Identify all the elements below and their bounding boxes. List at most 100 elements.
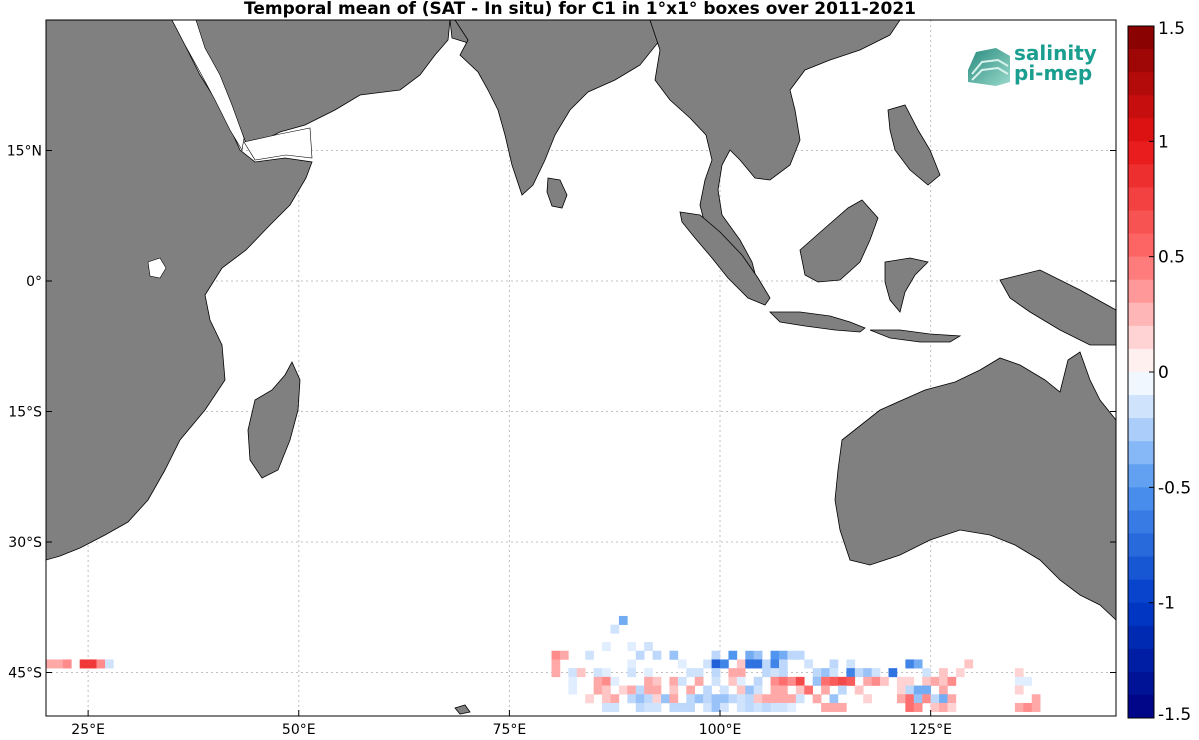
heatmap-cell bbox=[778, 702, 788, 712]
heatmap-cell bbox=[652, 685, 662, 695]
heatmap-cell bbox=[821, 668, 830, 678]
heatmap-cell bbox=[602, 694, 611, 704]
heatmap-cell bbox=[627, 642, 637, 652]
colorbar-segment bbox=[1128, 487, 1154, 511]
heatmap-cell bbox=[762, 659, 771, 669]
heatmap-cell bbox=[896, 685, 906, 695]
y-axis-ticks: 15°N 0° 15°S 30°S 45°S bbox=[7, 144, 1116, 682]
heatmap-cell bbox=[652, 702, 662, 712]
colorbar-tick-label: -1 bbox=[1158, 594, 1175, 614]
heatmap-cell bbox=[745, 685, 755, 695]
colorbar-segment bbox=[1128, 210, 1154, 235]
heatmap-cell bbox=[703, 685, 712, 695]
colorbar-segment bbox=[1128, 187, 1154, 212]
colorbar-tick-label: 0.5 bbox=[1158, 248, 1185, 268]
logo-text-line1: salinity bbox=[1014, 41, 1097, 65]
heatmap-cell bbox=[610, 702, 620, 712]
heatmap-cell bbox=[593, 685, 603, 695]
colorbar-segment bbox=[1128, 625, 1154, 650]
heatmap-cell bbox=[795, 650, 805, 660]
heatmap-cell bbox=[778, 685, 788, 695]
heatmap-cell bbox=[922, 685, 931, 695]
heatmap-cell bbox=[812, 676, 822, 686]
heatmap-cell bbox=[703, 694, 712, 704]
land-lesser-sunda bbox=[869, 329, 962, 343]
heatmap-cell bbox=[846, 668, 856, 678]
map-title: Temporal mean of (SAT - In situ) for C1 … bbox=[244, 0, 916, 19]
heatmap-cell bbox=[829, 702, 839, 712]
heatmap-cell bbox=[1014, 668, 1024, 678]
heatmap-cell bbox=[736, 676, 746, 686]
heatmap-cell bbox=[652, 676, 662, 686]
heatmap-cell bbox=[888, 668, 898, 678]
land-new-guinea bbox=[999, 269, 1116, 346]
heatmap-cell bbox=[1014, 702, 1024, 712]
heatmap-cell bbox=[711, 702, 721, 712]
heatmap-cell bbox=[812, 694, 822, 704]
heatmap-cell bbox=[736, 694, 746, 704]
heatmap-cell bbox=[720, 702, 729, 712]
heatmap-cell bbox=[661, 694, 670, 704]
heatmap-cell bbox=[871, 668, 881, 678]
heatmap-cell bbox=[905, 702, 915, 712]
gulf-of-aden bbox=[243, 127, 313, 161]
y-tick-label: 15°N bbox=[7, 144, 42, 160]
land-java bbox=[769, 311, 866, 333]
colorbar-segment bbox=[1128, 95, 1154, 119]
heatmap-cell bbox=[644, 668, 653, 678]
heatmap-cell bbox=[930, 702, 940, 712]
land-borneo bbox=[799, 199, 879, 283]
colorbar-segment bbox=[1128, 164, 1154, 188]
colorbar-segment bbox=[1128, 72, 1154, 96]
heatmap-cell bbox=[669, 685, 679, 695]
heatmap-cell bbox=[610, 624, 620, 634]
colorbar-segment bbox=[1128, 256, 1154, 281]
heatmap-cell bbox=[703, 702, 712, 712]
heatmap-cell bbox=[736, 659, 746, 669]
heatmap-cell bbox=[787, 702, 797, 712]
heatmap-cell bbox=[551, 668, 561, 678]
heatmap-cell bbox=[686, 668, 696, 678]
colorbar-tick-label: -0.5 bbox=[1158, 478, 1191, 498]
heatmap-cell bbox=[922, 676, 931, 686]
heatmap-cell bbox=[922, 694, 931, 704]
heatmap-cell bbox=[88, 659, 97, 669]
colorbar-tick-label: 0 bbox=[1158, 363, 1169, 383]
plot-frame bbox=[45, 19, 1117, 717]
heatmap-cell bbox=[686, 702, 696, 712]
x-tick-label: 75°E bbox=[493, 722, 527, 738]
heatmap-cell bbox=[778, 694, 788, 704]
heatmap-cell bbox=[627, 668, 637, 678]
heatmap-cell bbox=[913, 659, 923, 669]
colorbar-segment bbox=[1128, 464, 1154, 488]
heatmap-cell bbox=[821, 676, 830, 686]
heatmap-cell bbox=[804, 659, 813, 669]
heatmap-cell bbox=[669, 676, 679, 686]
heatmap-cell bbox=[1031, 694, 1041, 704]
heatmap-cell bbox=[602, 685, 611, 695]
colorbar-segment bbox=[1128, 118, 1154, 142]
heatmap-cell bbox=[871, 676, 881, 686]
heatmap-cell bbox=[778, 650, 788, 660]
heatmap-cell bbox=[694, 676, 704, 686]
colorbar-segment bbox=[1128, 325, 1154, 350]
heatmap-cell bbox=[795, 676, 805, 686]
colorbar-segment bbox=[1128, 49, 1154, 73]
heatmap-cell bbox=[930, 694, 940, 704]
heatmap-cell bbox=[846, 676, 856, 686]
heatmap-cell bbox=[880, 676, 889, 686]
colorbar-segment bbox=[1128, 671, 1154, 696]
x-tick-label: 125°E bbox=[909, 722, 952, 738]
heatmap-cell bbox=[1023, 676, 1033, 686]
heatmap-cell bbox=[686, 694, 696, 704]
heatmap-cell bbox=[736, 702, 746, 712]
heatmap-cell bbox=[652, 650, 662, 660]
y-tick-label: 15°S bbox=[8, 405, 42, 421]
heatmap-cell bbox=[1014, 676, 1024, 686]
heatmap-cell bbox=[770, 702, 780, 712]
heatmap-cell bbox=[694, 694, 704, 704]
heatmap-cell bbox=[627, 659, 637, 669]
land-sulawesi bbox=[884, 257, 929, 313]
heatmap-cell bbox=[905, 659, 915, 669]
colorbar-segment bbox=[1128, 556, 1154, 581]
